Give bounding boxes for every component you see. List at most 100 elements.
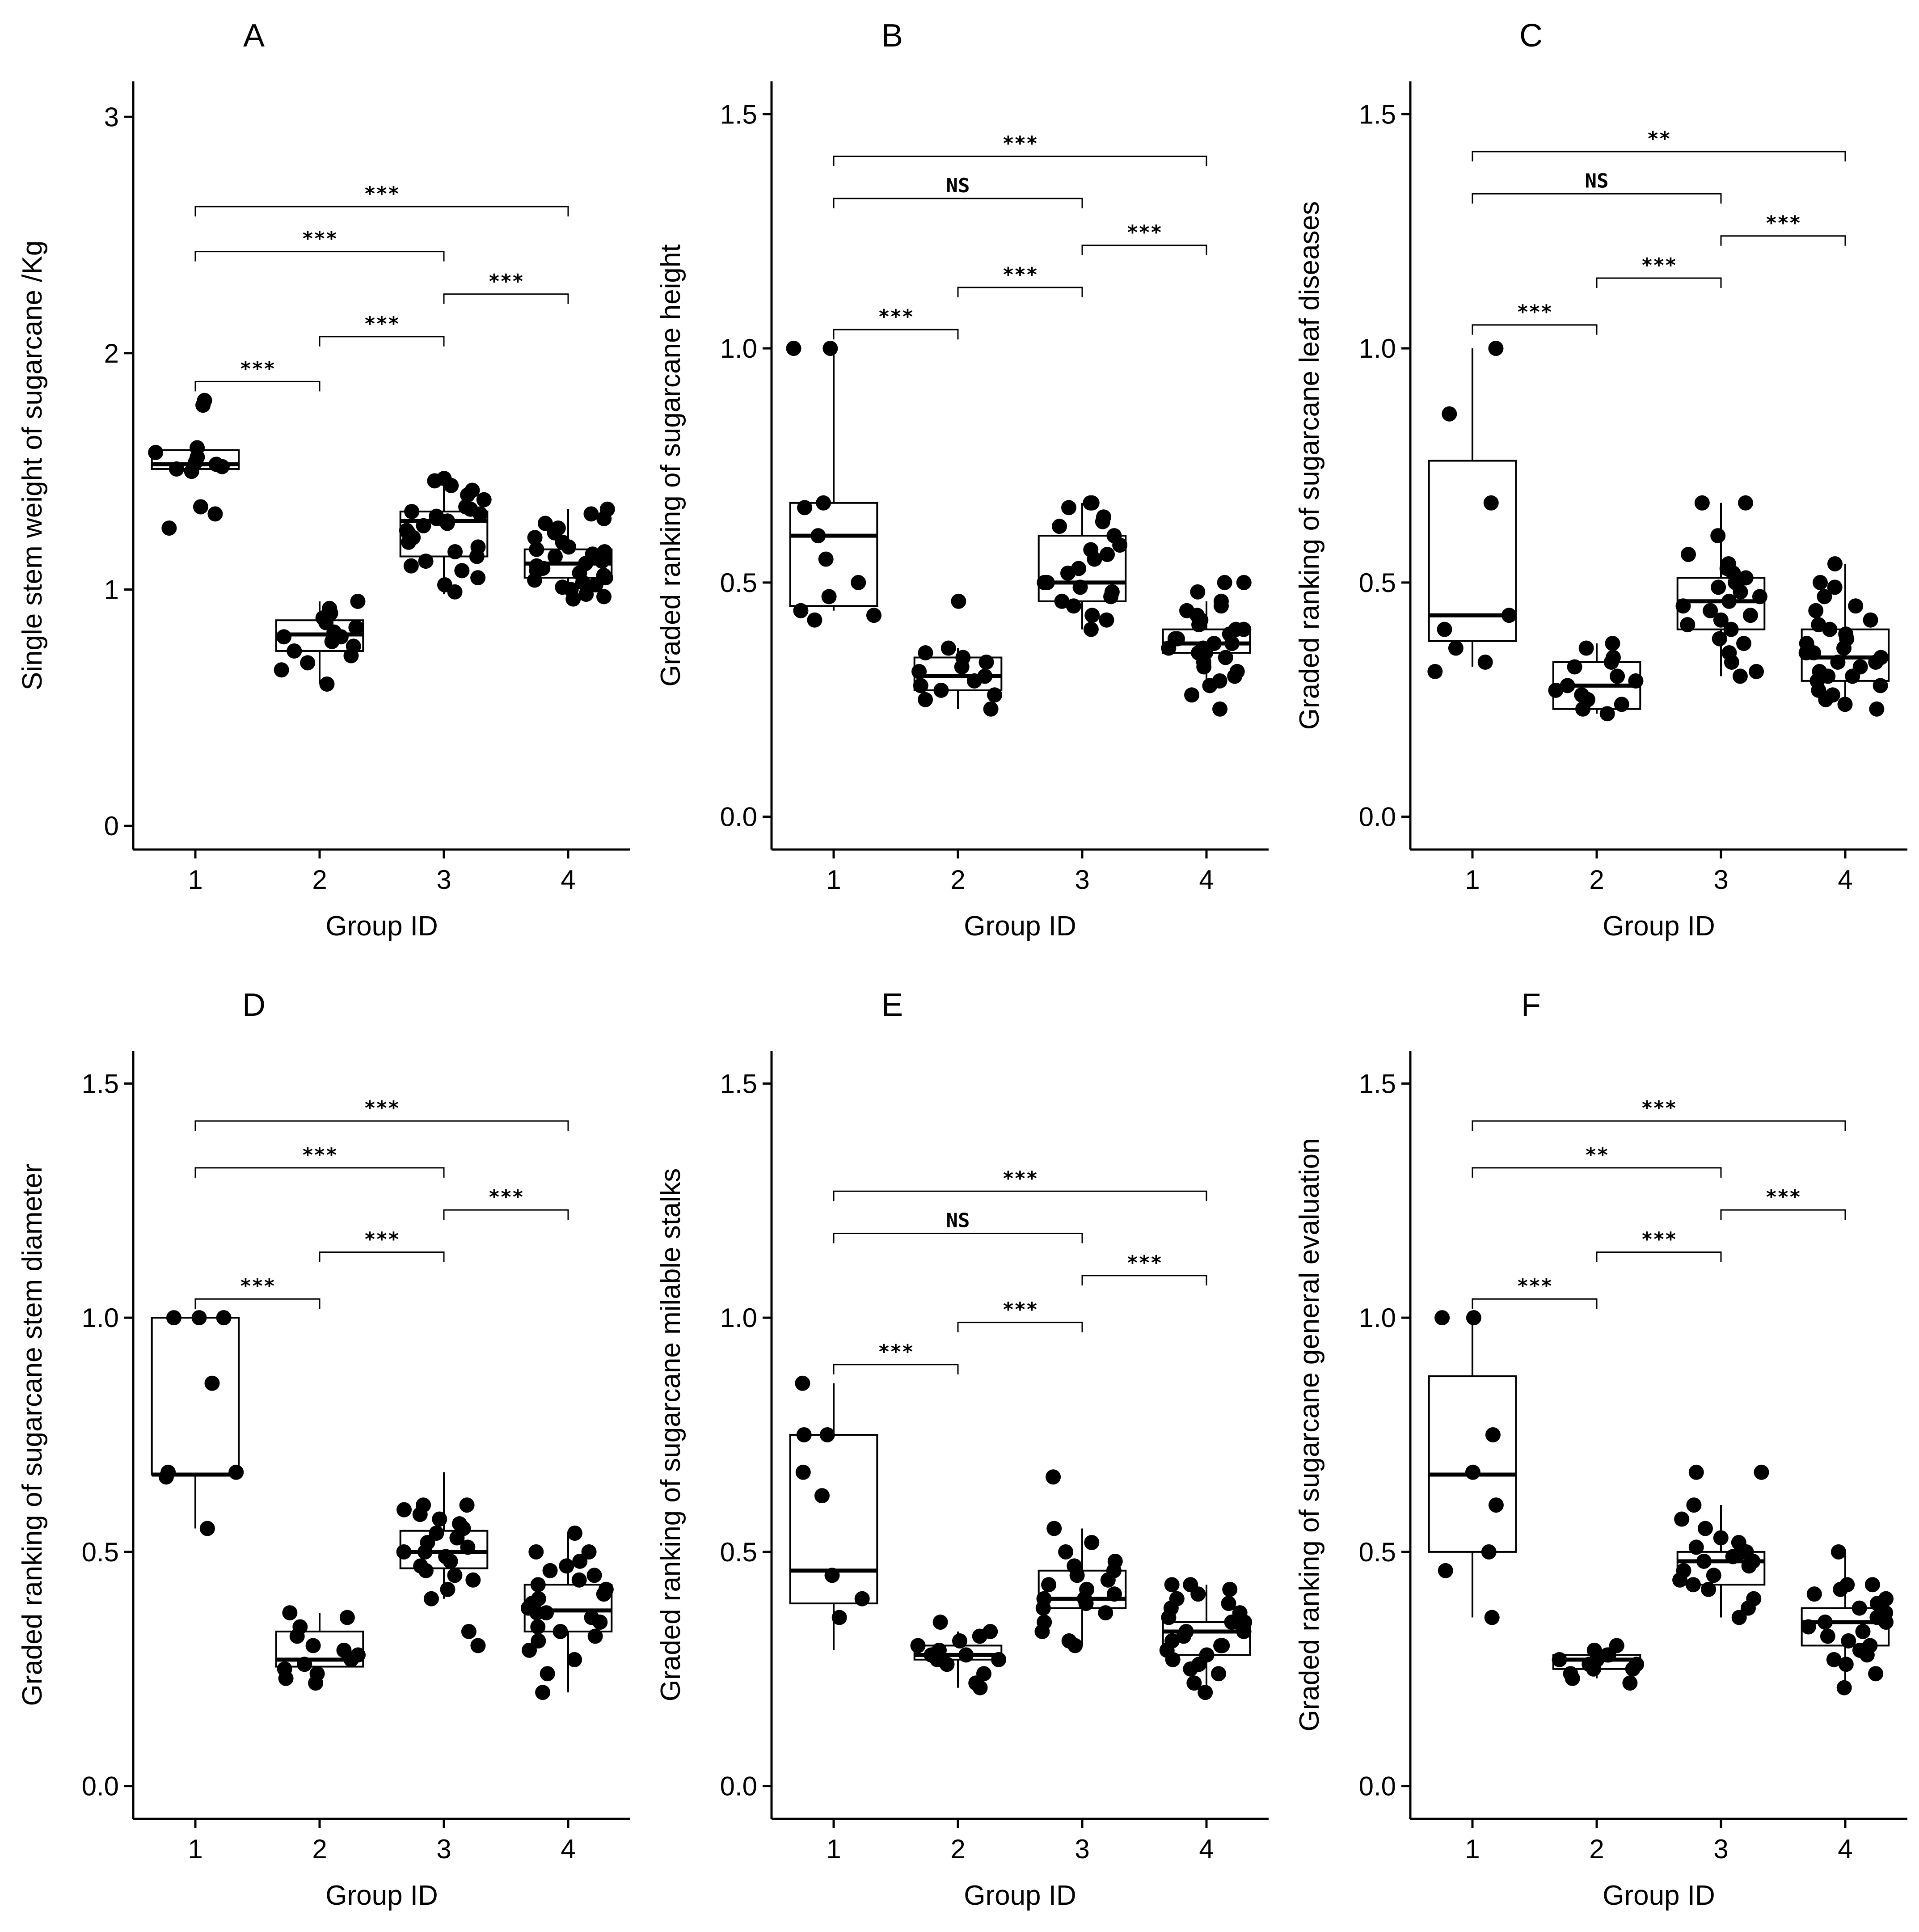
significance-bracket	[1472, 193, 1722, 204]
data-point	[1438, 1563, 1453, 1578]
significance-label: NS	[1585, 169, 1609, 192]
data-point	[1052, 519, 1067, 534]
y-tick-label: 1.0	[1359, 334, 1396, 364]
data-point	[1106, 528, 1122, 544]
data-point	[1448, 640, 1464, 656]
panel-letter: A	[243, 18, 265, 54]
data-point	[1481, 1544, 1497, 1560]
x-tick-label: 3	[436, 865, 451, 895]
data-point	[1852, 659, 1868, 675]
data-point	[540, 1666, 555, 1682]
data-point	[1483, 495, 1499, 511]
data-point	[1812, 664, 1827, 679]
data-point	[399, 523, 414, 538]
x-axis-title: Group ID	[325, 911, 438, 942]
data-point	[910, 1638, 926, 1653]
data-point	[1820, 1628, 1835, 1644]
data-point	[1825, 687, 1840, 703]
data-point	[1839, 1577, 1855, 1593]
data-point	[818, 551, 834, 567]
significance-bracket	[833, 1364, 959, 1374]
data-point	[1183, 1577, 1198, 1593]
data-point	[567, 1652, 582, 1667]
data-point	[585, 546, 600, 562]
significance-bracket	[833, 198, 1083, 208]
data-point	[282, 1605, 298, 1621]
data-point	[161, 520, 177, 536]
significance-label: ***	[1002, 263, 1038, 286]
data-point	[1215, 1638, 1230, 1653]
data-point	[1696, 1553, 1712, 1569]
data-point	[1036, 1591, 1052, 1606]
data-point	[1212, 701, 1228, 717]
data-point	[1066, 598, 1081, 614]
panel-a: A 0 1 2 3 1 2 3 4 Group ID Single stem weight of s…	[17, 18, 630, 942]
data-point	[1837, 697, 1853, 712]
data-point	[1037, 575, 1052, 590]
data-point	[1098, 1605, 1113, 1621]
significance-bracket	[1720, 235, 1846, 246]
significance-label: ***	[240, 1275, 275, 1298]
data-point	[208, 457, 224, 472]
y-tick-label: 1.0	[82, 1303, 119, 1333]
data-point	[1096, 509, 1111, 525]
data-point	[977, 668, 993, 684]
data-point	[1213, 593, 1229, 609]
data-point	[1104, 584, 1120, 600]
data-point	[319, 676, 335, 692]
data-point	[911, 664, 927, 679]
data-point	[1186, 1675, 1202, 1691]
significance-bracket	[1472, 1298, 1598, 1309]
data-point	[918, 692, 933, 707]
y-axis-title: Graded ranking of sugarcane general eval…	[1294, 1138, 1325, 1731]
data-point	[586, 1568, 602, 1583]
data-point	[1688, 1464, 1704, 1480]
data-point	[983, 701, 999, 717]
data-point	[1731, 1610, 1747, 1625]
data-point	[814, 1488, 830, 1504]
significance-bracket	[1472, 151, 1846, 162]
data-point	[932, 1615, 948, 1630]
significance-label: NS	[946, 1209, 970, 1232]
data-point	[1084, 608, 1100, 623]
x-tick-label: 2	[312, 1834, 327, 1864]
x-axis-title: Group ID	[1603, 911, 1715, 942]
y-axis-title: Graded ranking of sugarcane stem diamete…	[17, 1163, 48, 1706]
data-point	[1749, 664, 1764, 679]
x-tick-label: 3	[1075, 865, 1089, 895]
data-point	[553, 1623, 568, 1639]
data-point	[1703, 603, 1718, 618]
significance-label: **	[1585, 1144, 1609, 1167]
panel-letter: C	[1519, 18, 1543, 54]
data-point	[418, 554, 434, 569]
data-point	[1178, 1623, 1194, 1639]
data-point	[429, 508, 444, 524]
data-point	[1083, 621, 1099, 637]
y-tick-label: 0	[104, 811, 119, 841]
panel-c: C 0.0 0.5 1.0 1.5 1 2 3 4 Group ID Graded ranking …	[1294, 18, 1907, 942]
data-point	[1746, 1591, 1762, 1606]
data-point	[458, 499, 474, 515]
y-axis-title: Graded ranking of sugarcane height	[655, 244, 686, 686]
data-point	[1198, 1685, 1213, 1700]
y-axis-title: Graded ranking of sugarcane leaf disease…	[1294, 201, 1325, 730]
data-point	[1738, 495, 1753, 511]
data-point	[1610, 668, 1625, 684]
data-point	[1067, 1558, 1082, 1574]
data-point	[1574, 687, 1590, 703]
y-tick-label: 0.0	[720, 1771, 757, 1801]
data-point	[1465, 1464, 1480, 1480]
data-point	[831, 1610, 847, 1625]
x-tick-label: 2	[950, 1834, 965, 1864]
data-point	[1099, 612, 1114, 628]
data-point	[1046, 1521, 1062, 1536]
data-point	[1083, 542, 1099, 558]
data-point	[596, 567, 612, 583]
data-point	[1167, 631, 1183, 647]
data-point	[1629, 1657, 1645, 1672]
data-point	[1164, 1633, 1180, 1649]
data-point	[1427, 664, 1443, 679]
y-axis-title: Graded ranking of sugarcane milable stal…	[655, 1168, 686, 1701]
significance-label: ***	[1517, 301, 1552, 324]
data-point	[346, 638, 361, 654]
